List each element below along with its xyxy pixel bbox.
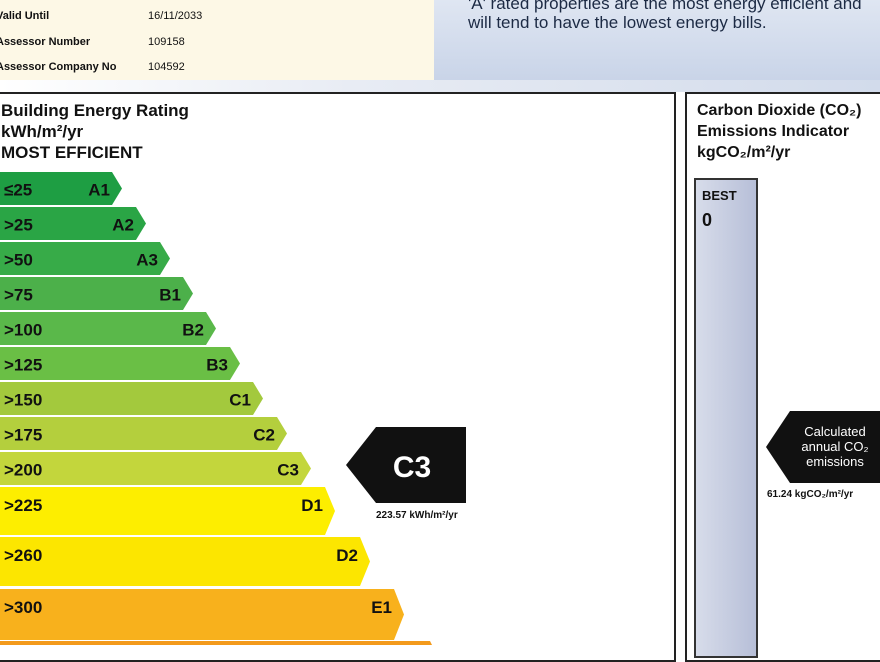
rating-threshold-label: >225 bbox=[4, 496, 42, 515]
rating-band-b3 bbox=[0, 347, 240, 380]
rating-band-label: E1 bbox=[371, 598, 392, 617]
info-label: Assessor Company No bbox=[0, 61, 117, 73]
rating-threshold-label: >300 bbox=[4, 598, 42, 617]
info-value: 109158 bbox=[148, 36, 185, 48]
rating-threshold-label: >50 bbox=[4, 251, 33, 270]
rating-band-label: A3 bbox=[136, 251, 158, 270]
info-value: 104592 bbox=[148, 61, 185, 73]
rating-band-label: D2 bbox=[336, 546, 358, 565]
co2-best-value: 0 bbox=[702, 210, 713, 230]
rating-threshold-label: >100 bbox=[4, 321, 42, 340]
co2-title: Carbon Dioxide (CO₂) Emissions Indicator… bbox=[697, 100, 861, 163]
current-rating-value: 223.57 kWh/m²/yr bbox=[376, 510, 458, 521]
rating-band-b2 bbox=[0, 312, 216, 345]
rating-band-label: C1 bbox=[229, 391, 251, 410]
rating-band-label: B1 bbox=[159, 286, 181, 305]
co2-scale-bar bbox=[694, 178, 758, 658]
co2-title-line: Carbon Dioxide (CO₂) bbox=[697, 102, 862, 119]
note-text: 'A' rated properties are the most energy… bbox=[468, 0, 862, 32]
current-rating-marker bbox=[346, 427, 466, 503]
rating-band-label: B2 bbox=[182, 321, 204, 340]
rating-band-label: A2 bbox=[112, 216, 134, 235]
rating-threshold-label: ≤25 bbox=[4, 181, 32, 200]
ber-chart-svg: ≤25 A1 >25 A2 >50 A3 >75 B1 >100 B2 >125 B3 >150 C1 >1… bbox=[0, 172, 880, 645]
rating-threshold-label: >75 bbox=[4, 286, 33, 305]
info-panel: Valid Until 16/11/2033 Assessor Number 1… bbox=[0, 0, 434, 80]
co2-title-line: Emissions Indicator bbox=[697, 123, 850, 140]
rating-band-c1 bbox=[0, 382, 263, 415]
co2-calc-label: Calculated annual CO₂ emissions bbox=[801, 424, 869, 469]
ber-title-line: Building Energy Rating bbox=[1, 101, 189, 120]
rating-band-d1 bbox=[0, 487, 335, 535]
rating-band-label: D1 bbox=[301, 496, 323, 515]
info-label: Valid Until bbox=[0, 10, 50, 22]
separator-band bbox=[0, 80, 880, 92]
rating-band-label: A1 bbox=[88, 181, 110, 200]
info-label: Assessor Number bbox=[0, 36, 91, 48]
co2-unit-line: kgCO₂/m²/yr bbox=[697, 144, 791, 161]
rating-threshold-label: >200 bbox=[4, 461, 42, 480]
ber-unit-line: kWh/m²/yr bbox=[1, 122, 84, 141]
rating-threshold-label: >260 bbox=[4, 546, 42, 565]
rating-band-label: C3 bbox=[277, 461, 299, 480]
rating-threshold-label: >25 bbox=[4, 216, 33, 235]
rating-band-e1 bbox=[0, 589, 404, 640]
rating-threshold-label: >150 bbox=[4, 391, 42, 410]
rating-band-a3 bbox=[0, 242, 170, 275]
rating-band-a2 bbox=[0, 207, 146, 240]
rating-threshold-label: >175 bbox=[4, 426, 42, 445]
co2-calc-value: 61.24 kgCO₂/m²/yr bbox=[767, 489, 854, 500]
rating-band-partial bbox=[0, 641, 432, 645]
rating-band-label: C2 bbox=[253, 426, 275, 445]
rating-threshold-label: >125 bbox=[4, 356, 42, 375]
info-value: 16/11/2033 bbox=[148, 10, 203, 22]
rating-band-b1 bbox=[0, 277, 193, 310]
co2-marker bbox=[766, 411, 880, 483]
rating-band-label: B3 bbox=[206, 356, 228, 375]
rating-band-a1 bbox=[0, 172, 122, 205]
rating-band-d2 bbox=[0, 537, 370, 586]
co2-best-label: BEST bbox=[702, 188, 737, 203]
rating-band-c3 bbox=[0, 452, 311, 485]
ber-efficient-line: MOST EFFICIENT bbox=[1, 143, 143, 162]
ber-title: Building Energy Rating kWh/m²/yr MOST EF… bbox=[1, 100, 189, 163]
note-panel: 'A' rated properties are the most energy… bbox=[434, 0, 880, 80]
rating-band-c2 bbox=[0, 417, 287, 450]
current-rating-label: C3 bbox=[393, 451, 431, 484]
